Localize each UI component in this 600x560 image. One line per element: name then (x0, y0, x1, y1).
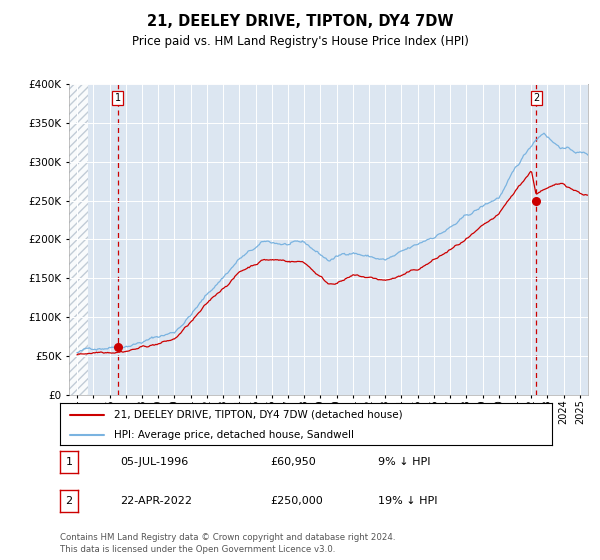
Text: 2: 2 (65, 496, 73, 506)
Bar (69, 84, 88, 395)
Text: 22-APR-2022: 22-APR-2022 (120, 496, 192, 506)
Text: 1: 1 (65, 457, 73, 467)
Text: 19% ↓ HPI: 19% ↓ HPI (378, 496, 437, 506)
Text: 21, DEELEY DRIVE, TIPTON, DY4 7DW (detached house): 21, DEELEY DRIVE, TIPTON, DY4 7DW (detac… (114, 410, 403, 420)
Text: 2: 2 (533, 93, 539, 103)
Text: Price paid vs. HM Land Registry's House Price Index (HPI): Price paid vs. HM Land Registry's House … (131, 35, 469, 48)
Text: HPI: Average price, detached house, Sandwell: HPI: Average price, detached house, Sand… (114, 430, 354, 440)
Text: 1: 1 (115, 93, 121, 103)
Text: 9% ↓ HPI: 9% ↓ HPI (378, 457, 431, 467)
Text: £250,000: £250,000 (270, 496, 323, 506)
Text: Contains HM Land Registry data © Crown copyright and database right 2024.
This d: Contains HM Land Registry data © Crown c… (60, 533, 395, 554)
Text: 05-JUL-1996: 05-JUL-1996 (120, 457, 188, 467)
Text: £60,950: £60,950 (270, 457, 316, 467)
Text: 21, DEELEY DRIVE, TIPTON, DY4 7DW: 21, DEELEY DRIVE, TIPTON, DY4 7DW (147, 14, 453, 29)
